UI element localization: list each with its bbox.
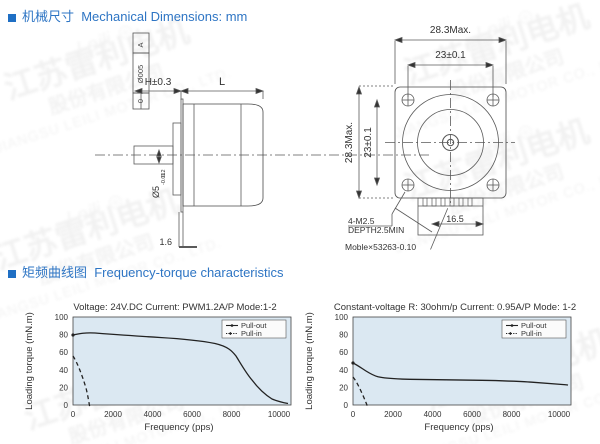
svg-text:Ø005: Ø005 [136,65,145,83]
svg-text:20: 20 [339,383,348,392]
svg-text:6000: 6000 [183,410,201,419]
svg-text:Pull-in: Pull-in [241,329,262,338]
svg-text:60: 60 [339,348,348,357]
svg-text:40: 40 [339,366,348,375]
svg-text:A: A [136,42,145,47]
svg-text:Frequency (pps): Frequency (pps) [144,422,213,433]
svg-text:80: 80 [339,331,348,340]
svg-text:100: 100 [55,313,69,322]
svg-text:0: 0 [351,410,356,419]
svg-text:Loading torque (mN.m): Loading torque (mN.m) [24,312,35,410]
svg-text:16.5: 16.5 [446,214,464,224]
svg-text:0: 0 [136,99,145,103]
svg-text:40: 40 [59,366,68,375]
svg-text:4000: 4000 [144,410,162,419]
svg-text:Moble×53263-0.10: Moble×53263-0.10 [345,242,416,252]
svg-text:10000: 10000 [268,410,291,419]
svg-text:H±0.3: H±0.3 [145,77,172,88]
svg-text:0: 0 [344,401,349,410]
svg-text:-0.012: -0.012 [161,169,167,185]
svg-text:0: 0 [71,410,76,419]
svg-text:2000: 2000 [384,410,402,419]
svg-text:10000: 10000 [548,410,571,419]
svg-text:80: 80 [59,331,68,340]
svg-text:23±0.1: 23±0.1 [363,127,374,158]
svg-text:Loading torque (mN.m): Loading torque (mN.m) [304,312,315,410]
svg-text:Constant-voltage R: 30ohm/p Cu: Constant-voltage R: 30ohm/p Current: 0.9… [334,302,576,313]
svg-text:Pull-in: Pull-in [521,329,542,338]
svg-text:60: 60 [59,348,68,357]
svg-text:28.3Max.: 28.3Max. [430,25,471,36]
svg-text:Ø5: Ø5 [151,186,161,198]
svg-text:4000: 4000 [424,410,442,419]
svg-text:8000: 8000 [503,410,521,419]
svg-text:6000: 6000 [463,410,481,419]
svg-text:Voltage: 24V.DC Current: PWM1.: Voltage: 24V.DC Current: PWM1.2A/P Mode:… [73,302,276,313]
svg-text:28.3Max.: 28.3Max. [344,122,355,163]
svg-text:100: 100 [335,313,349,322]
svg-text:0: 0 [64,401,69,410]
svg-text:2000: 2000 [104,410,122,419]
svg-text:20: 20 [59,383,68,392]
svg-text:Frequency (pps): Frequency (pps) [424,422,493,433]
svg-text:8000: 8000 [223,410,241,419]
svg-text:L: L [219,76,225,88]
svg-text:DEPTH2.5MIN: DEPTH2.5MIN [348,225,404,235]
svg-text:23±0.1: 23±0.1 [435,50,466,61]
svg-text:1.6: 1.6 [159,237,172,247]
